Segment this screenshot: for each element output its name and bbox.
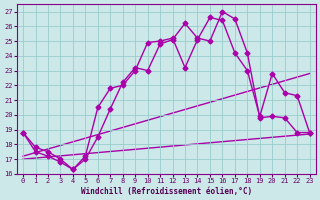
X-axis label: Windchill (Refroidissement éolien,°C): Windchill (Refroidissement éolien,°C)	[81, 187, 252, 196]
